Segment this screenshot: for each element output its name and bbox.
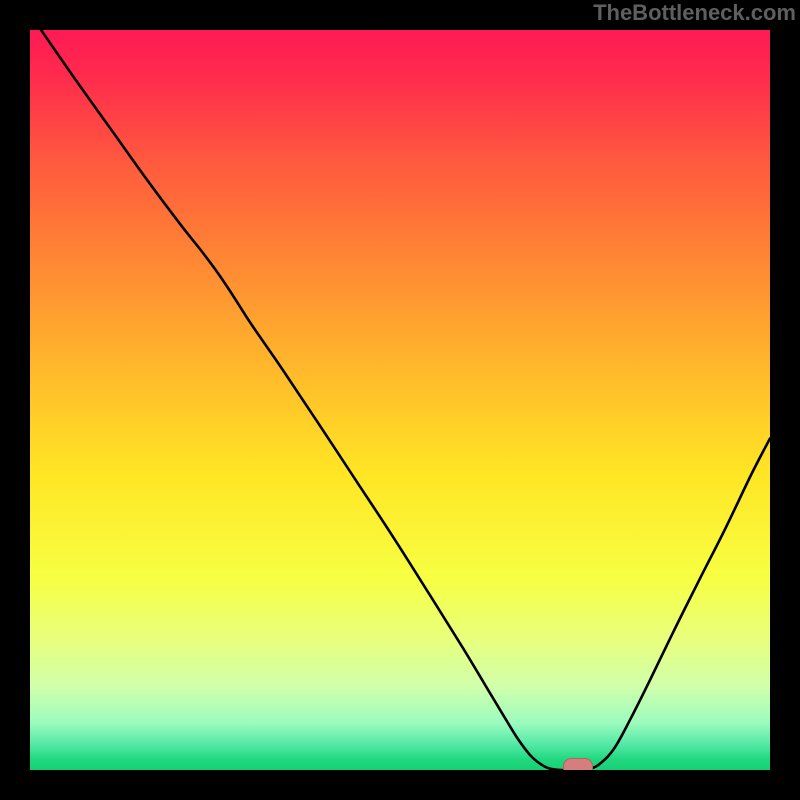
watermark-text: TheBottleneck.com [593,0,796,26]
plot-area [30,30,770,770]
chart-frame: TheBottleneck.com [0,0,800,800]
bottleneck-curve [30,30,770,770]
minimum-marker [563,758,593,770]
